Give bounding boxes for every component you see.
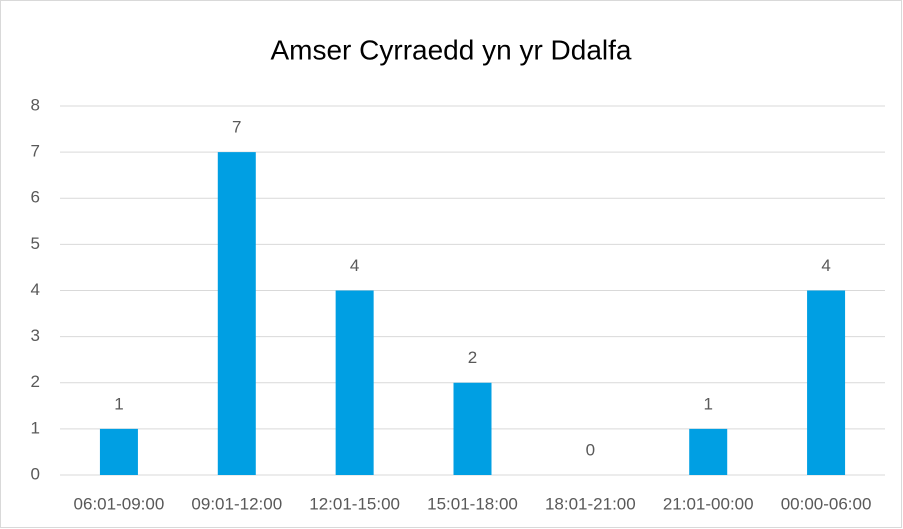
bar	[453, 382, 492, 475]
data-label: 4	[821, 256, 830, 275]
y-tick-label: 2	[31, 372, 40, 391]
data-label: 2	[468, 348, 477, 367]
bar	[335, 290, 374, 475]
data-label: 1	[703, 394, 712, 413]
bar	[807, 290, 846, 475]
y-tick-label: 3	[31, 326, 40, 345]
bar	[217, 152, 256, 475]
chart-title: Amser Cyrraedd yn yr Ddalfa	[270, 34, 631, 65]
y-tick-label: 6	[31, 188, 40, 207]
x-tick-label: 21:01-00:00	[663, 494, 754, 513]
y-tick-label: 0	[31, 464, 40, 483]
data-label: 4	[350, 256, 359, 275]
y-tick-label: 4	[31, 280, 40, 299]
y-tick-label: 8	[31, 95, 40, 114]
y-tick-label: 7	[31, 142, 40, 161]
data-label: 0	[586, 440, 595, 459]
bar	[99, 428, 138, 475]
x-tick-label: 09:01-12:00	[191, 494, 282, 513]
y-tick-label: 5	[31, 234, 40, 253]
data-label: 1	[114, 394, 123, 413]
x-tick-label: 15:01-18:00	[427, 494, 518, 513]
bar	[689, 428, 728, 475]
x-tick-label: 18:01-21:00	[545, 494, 636, 513]
x-tick-label: 12:01-15:00	[309, 494, 400, 513]
data-label: 7	[232, 118, 241, 137]
x-tick-label: 00:00-06:00	[781, 494, 872, 513]
y-tick-label: 1	[31, 418, 40, 437]
x-tick-label: 06:01-09:00	[74, 494, 165, 513]
